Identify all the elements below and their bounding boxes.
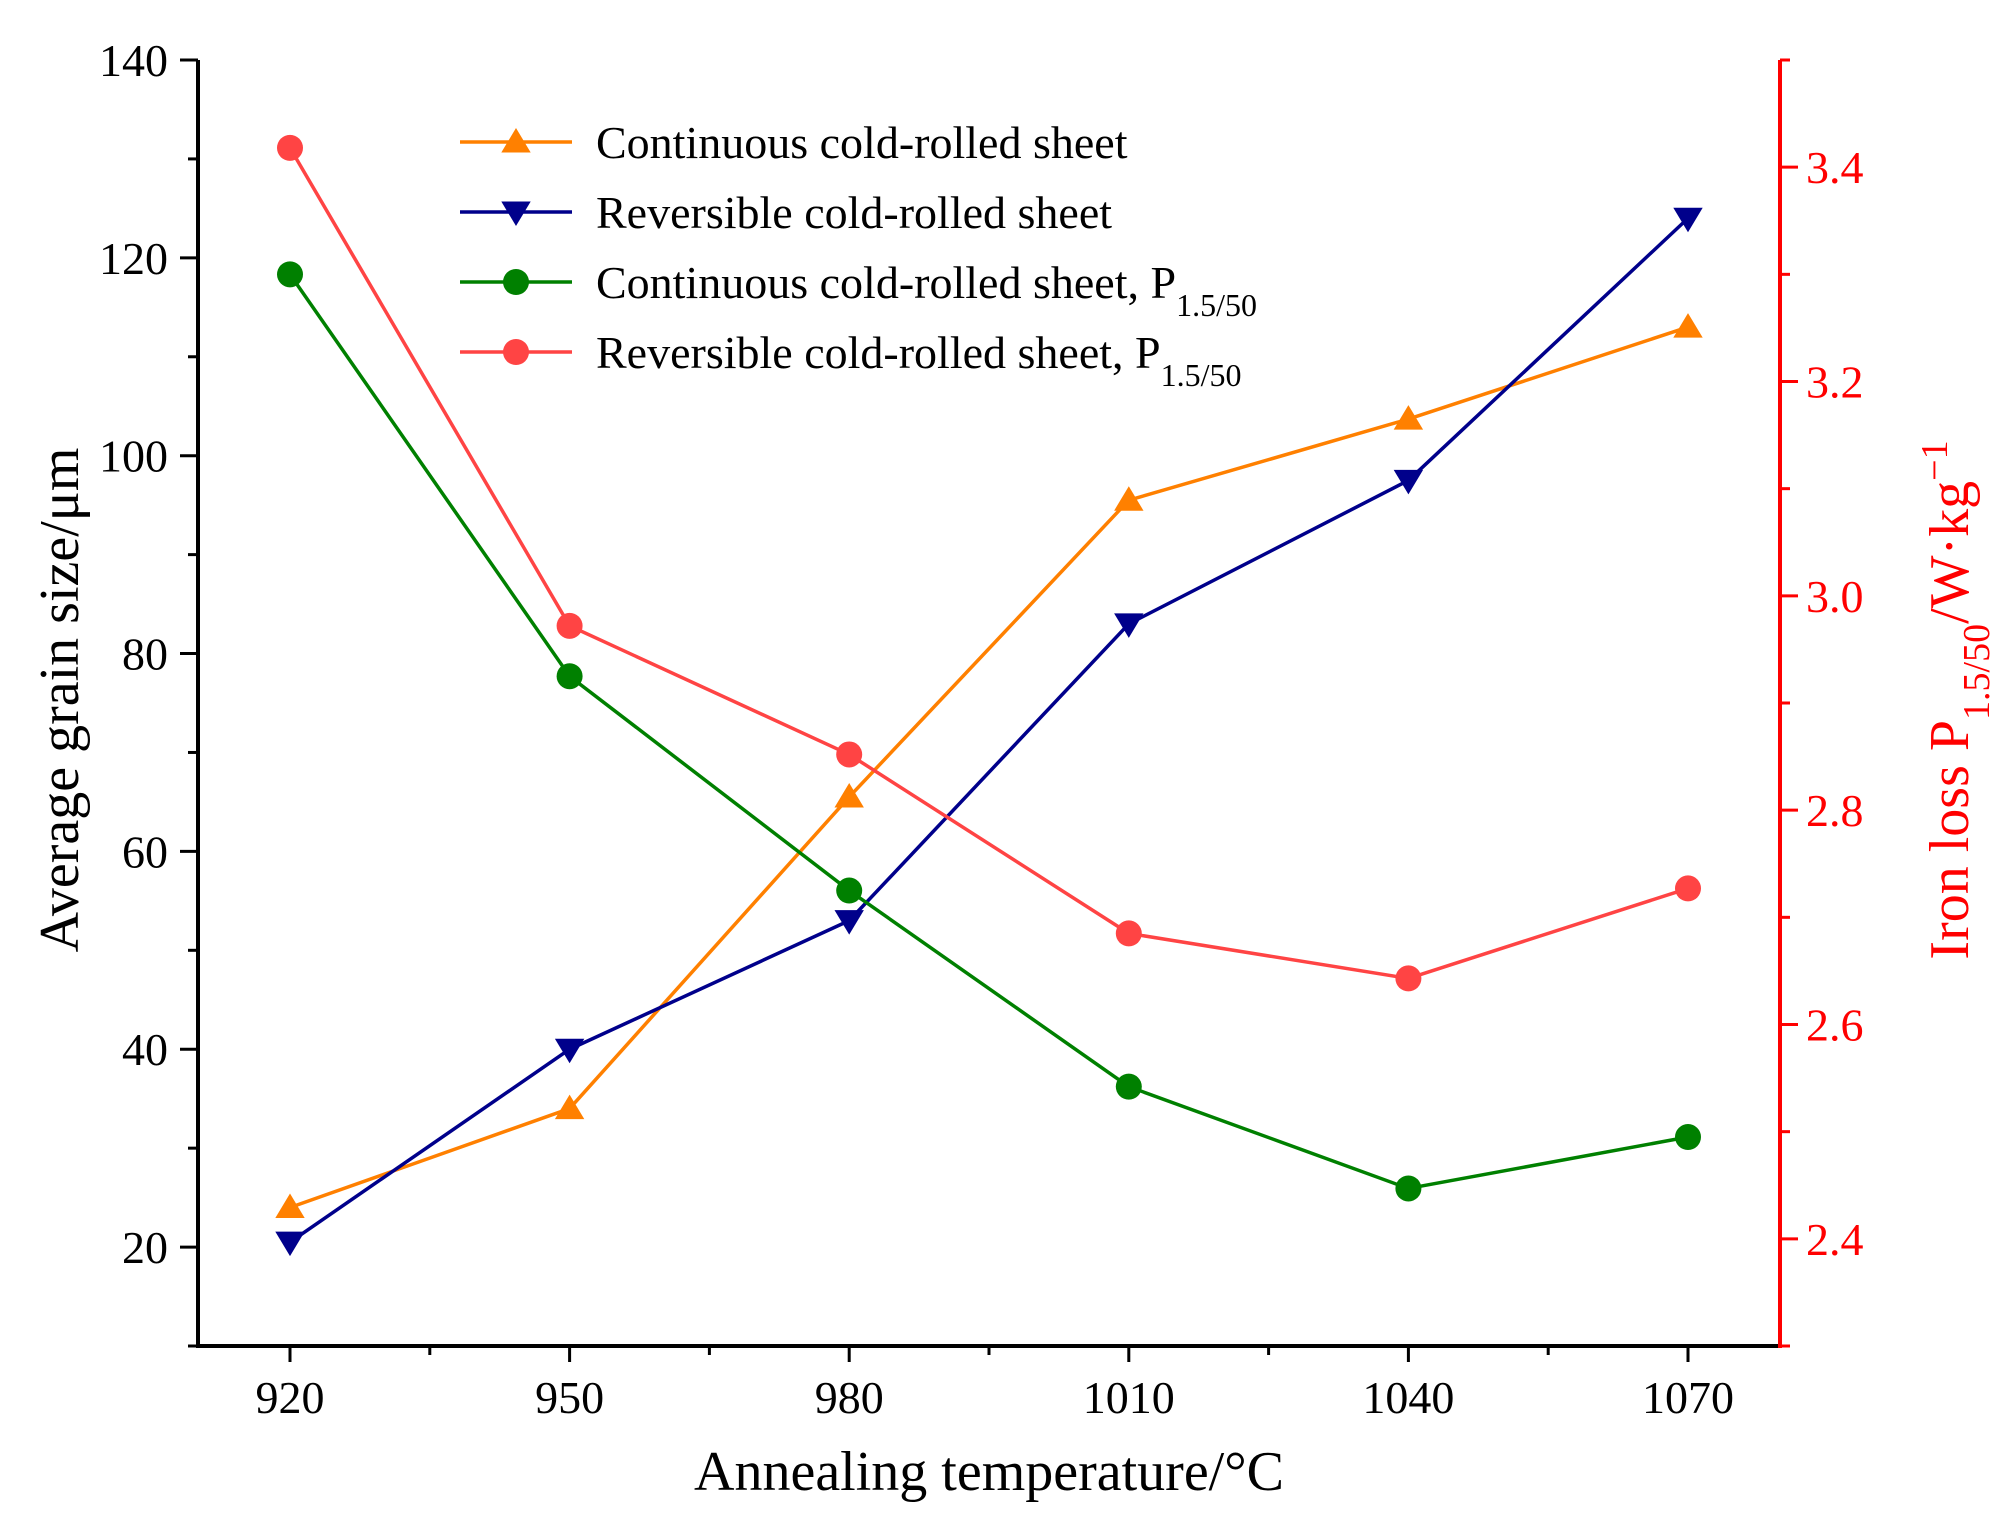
left-tick-label: 120 — [99, 233, 168, 284]
data-point — [836, 741, 863, 768]
data-point — [834, 782, 864, 808]
data-point — [554, 1094, 585, 1120]
data-point — [1114, 486, 1144, 511]
legend-swatch-marker — [503, 269, 529, 295]
data-point — [275, 1193, 305, 1219]
right-axis-title-sup: −1 — [1914, 440, 1956, 480]
series-line — [289, 217, 1690, 1244]
data-point — [1115, 920, 1142, 947]
legend-label: Reversible cold-rolled sheet, P1.5/50 — [596, 327, 1242, 393]
data-point — [556, 612, 583, 639]
x-tick-label: 950 — [535, 1372, 604, 1423]
left-tick-label: 140 — [99, 35, 168, 86]
series-2 — [275, 207, 1703, 1257]
data-point — [1675, 875, 1701, 902]
x-tick-label: 980 — [815, 1372, 884, 1423]
right-axis-title-sub: 1.5/50 — [1956, 624, 1998, 720]
legend-label-main: Continuous cold-rolled sheet — [596, 117, 1128, 168]
data-point — [1393, 469, 1424, 495]
legend-label-sub: 1.5/50 — [1176, 287, 1257, 323]
legend-label-main: Reversible cold-rolled sheet, P — [596, 327, 1161, 378]
legend-label: Continuous cold-rolled sheet — [596, 117, 1128, 168]
left-tick-label: 20 — [122, 1222, 168, 1273]
data-point — [554, 1038, 585, 1064]
right-tick-label: 3.0 — [1806, 571, 1864, 622]
series-line — [288, 273, 1689, 1191]
legend-label-main: Reversible cold-rolled sheet — [596, 187, 1112, 238]
data-point — [1114, 613, 1144, 638]
series-4 — [277, 134, 1701, 992]
right-tick-label: 2.8 — [1806, 785, 1864, 836]
right-tick-label: 2.6 — [1806, 1000, 1864, 1051]
series-3 — [277, 261, 1701, 1202]
x-tick-label: 920 — [256, 1372, 325, 1423]
left-tick-label: 80 — [122, 629, 168, 680]
data-point — [277, 134, 303, 161]
data-point — [277, 261, 303, 288]
x-tick-label: 1040 — [1362, 1372, 1454, 1423]
legend-label: Reversible cold-rolled sheet — [596, 187, 1112, 238]
series-line — [289, 325, 1689, 1210]
x-ticks: 920 950 980 1010 1040 1070 — [256, 1346, 1734, 1423]
left-tick-label: 100 — [99, 431, 168, 482]
legend-label-sub: 1.5/50 — [1161, 357, 1242, 393]
legend-item: Continuous cold-rolled sheet — [460, 117, 1128, 168]
legend: Continuous cold-rolled sheet Reversible c… — [460, 117, 1257, 393]
right-tick-label: 3.4 — [1806, 142, 1864, 193]
legend-swatch-marker — [503, 339, 529, 365]
data-point — [1673, 313, 1703, 338]
legend-item: Continuous cold-rolled sheet, P1.5/50 — [460, 257, 1257, 323]
left-tick-label: 40 — [122, 1024, 168, 1075]
legend-swatch-marker — [501, 128, 531, 153]
right-tick-label: 3.2 — [1806, 357, 1864, 408]
x-axis-title: Annealing temperature/°C — [694, 1441, 1284, 1503]
data-point — [1675, 1124, 1701, 1151]
data-point — [275, 1231, 305, 1257]
left-ticks: 20 40 60 80 100 120 140 — [99, 35, 198, 1348]
left-tick-label: 60 — [122, 826, 168, 877]
x-tick-label: 1070 — [1642, 1372, 1734, 1423]
x-tick-label: 1010 — [1083, 1372, 1175, 1423]
legend-swatch-marker — [501, 201, 531, 226]
data-point — [1115, 1073, 1142, 1100]
data-point — [1395, 1175, 1422, 1202]
right-axis-title: Iron loss P1.5/50/W·kg−1 — [1914, 440, 1998, 959]
data-point — [834, 910, 864, 935]
series-1 — [275, 313, 1703, 1219]
legend-item: Reversible cold-rolled sheet, P1.5/50 — [460, 327, 1242, 393]
series-layer — [275, 134, 1703, 1257]
data-point — [1393, 405, 1424, 430]
data-point — [556, 663, 583, 690]
legend-label: Continuous cold-rolled sheet, P1.5/50 — [596, 257, 1257, 323]
right-ticks: 2.4 2.6 2.8 3.0 3.2 3.4 — [1780, 58, 1864, 1348]
right-axis-title-prefix: Iron loss P — [1919, 720, 1981, 960]
series-line — [288, 146, 1689, 981]
data-point — [836, 877, 863, 904]
legend-label-main: Continuous cold-rolled sheet, P — [596, 257, 1176, 308]
data-point — [1395, 965, 1422, 992]
left-axis-title: Average grain size/μm — [29, 448, 91, 953]
legend-item: Reversible cold-rolled sheet — [460, 187, 1112, 238]
data-point — [1673, 207, 1703, 233]
right-tick-label: 2.4 — [1806, 1214, 1864, 1265]
right-axis-title-mid: /W·kg — [1919, 481, 1981, 624]
